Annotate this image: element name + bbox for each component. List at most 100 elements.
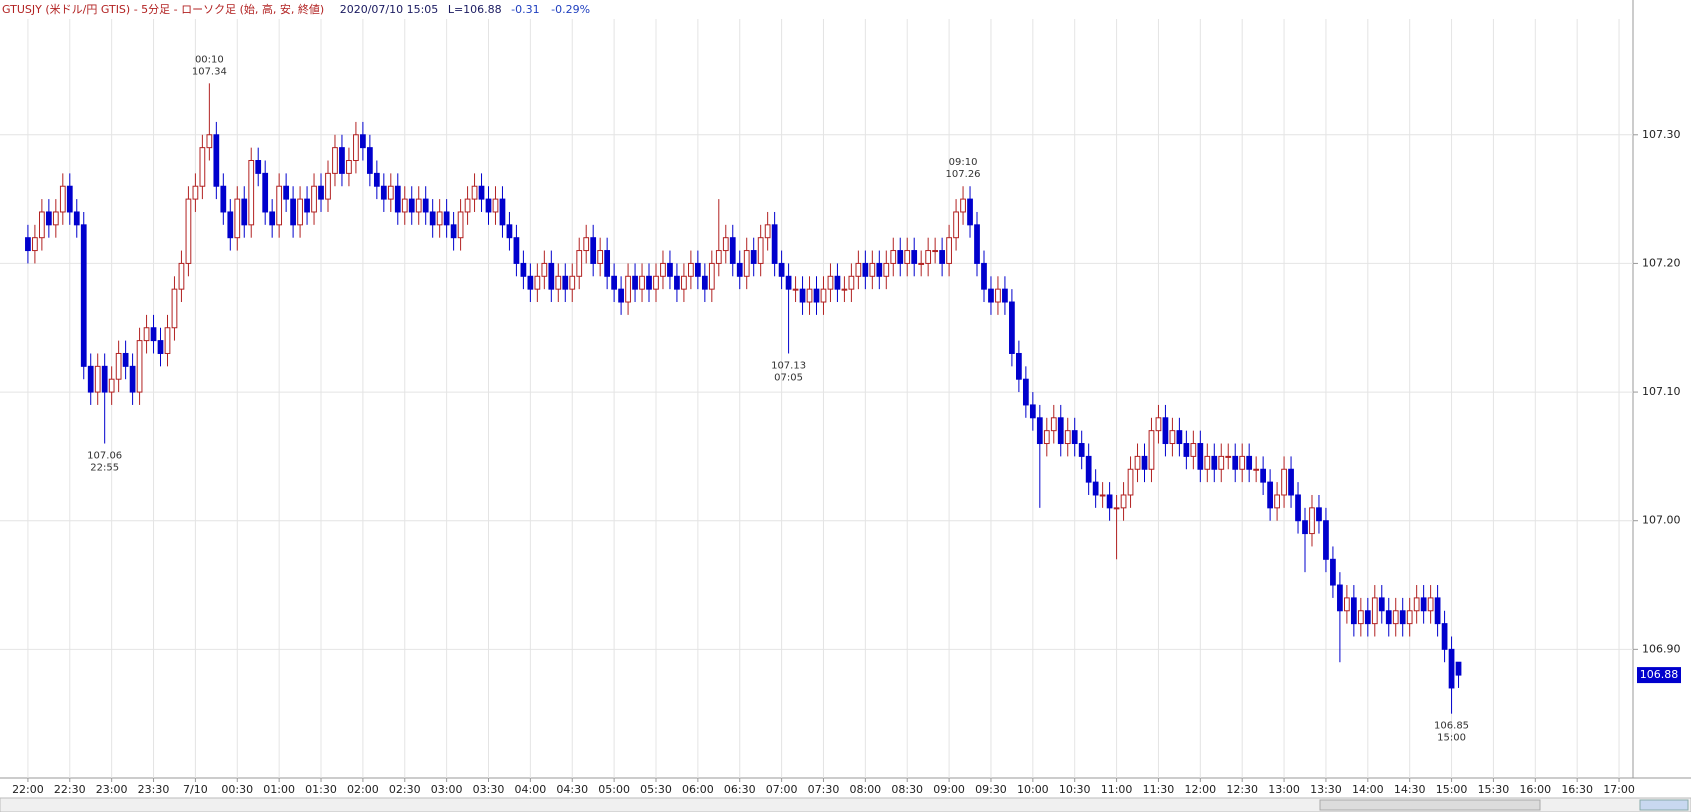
candle-body [457,211,464,239]
x-tick-label: 15:00 [1436,783,1468,796]
candle-body [1057,417,1064,445]
candle-body [1225,455,1232,458]
candle-body [290,198,296,226]
candle-body [764,224,771,239]
candle-body [569,275,576,290]
candle-body [618,288,624,303]
candle-body [1344,597,1350,612]
annotation-time: 22:55 [90,463,119,474]
candle-body [827,275,834,290]
candle-body [1197,443,1204,470]
candle-body [646,275,652,290]
candle-body [939,250,945,264]
candle-body [674,275,680,290]
candle-body [862,262,869,277]
candle-body [1406,610,1413,625]
candle-body [1127,468,1134,496]
candle-body [1099,494,1106,497]
x-tick-label: 06:00 [682,783,714,796]
x-tick-label: 03:30 [473,783,505,796]
candle-body [360,134,366,149]
candle-body [1085,455,1092,483]
candle-body [429,211,436,226]
candle-body [1413,597,1420,612]
candle-body [890,250,897,264]
candle-body [1078,443,1085,457]
candle-body [799,288,806,303]
candle-body [1302,520,1308,535]
y-tick-label: 107.30 [1642,128,1681,141]
x-tick-label: 04:00 [515,783,547,796]
candle-body [262,172,269,213]
candle-body [380,185,387,200]
candle-body [1281,468,1287,496]
candle-body [171,288,178,329]
x-tick-label: 15:30 [1478,783,1510,796]
candle-body [206,134,213,149]
candle-body [87,365,94,393]
candle-body [1323,520,1329,560]
candle-body [1211,455,1218,470]
candle-body [1190,443,1197,457]
current-price-box [1637,667,1681,684]
candle-body [1378,597,1385,612]
candle-body [394,185,401,213]
candle-body [304,198,310,213]
zoom-buttons[interactable] [1639,799,1689,811]
candle-body [164,327,171,354]
candle-body [1448,648,1455,689]
candle-body [1357,610,1364,625]
y-tick-label: 106.90 [1642,642,1681,655]
x-tick-label: 03:00 [431,783,463,796]
candle-body [485,198,492,213]
candle-body [353,134,359,162]
candle-body [750,250,757,264]
chart-header: GTUSJY (米ドル/円 GTIS) - 5分足 - ローソク足 (始, 高,… [2,2,590,16]
x-tick-label: 17:00 [1603,783,1635,796]
candle-body [1141,455,1148,470]
candle-body [422,198,429,213]
x-tick-label: 01:30 [305,783,337,796]
candle-body [248,160,255,226]
candle-body [492,198,499,213]
candle-body [883,262,890,277]
candle-body [1183,443,1190,457]
candle-body [995,288,1001,303]
x-tick-label: 22:00 [12,783,44,796]
candle-body [1260,468,1267,483]
candle-body [1371,597,1378,625]
candle-body [220,185,227,213]
y-tick-label: 107.10 [1642,385,1681,398]
y-tick-label: 107.00 [1642,514,1681,527]
candle-body [1350,597,1357,625]
x-tick-label: 11:00 [1101,783,1133,796]
candle-body [464,198,471,213]
candle-body [199,147,206,187]
candle-body [667,262,673,277]
candle-body [904,250,911,264]
candle-body [1071,430,1078,445]
candle-body [855,262,862,277]
x-tick-label: 07:00 [766,783,798,796]
x-tick-label: 16:00 [1519,783,1551,796]
candle-body [715,250,722,264]
x-tick-label: 22:30 [54,783,86,796]
x-tick-label: 00:30 [221,783,253,796]
candle-body [108,378,115,393]
candle-body [25,237,31,252]
x-tick-label: 07:30 [808,783,840,796]
candle-body [1022,378,1029,406]
x-tick-label: 08:00 [849,783,881,796]
candle-body [122,352,129,367]
candle-body [346,160,352,174]
candle-body [318,185,324,200]
candle-body [59,185,66,213]
candle-body [555,275,562,290]
scrollbar[interactable] [0,797,1691,812]
scroll-thumb[interactable] [1319,799,1541,811]
candle-body [820,288,827,303]
candle-body [408,198,415,213]
candle-body [157,340,164,354]
candle-body [597,250,604,264]
